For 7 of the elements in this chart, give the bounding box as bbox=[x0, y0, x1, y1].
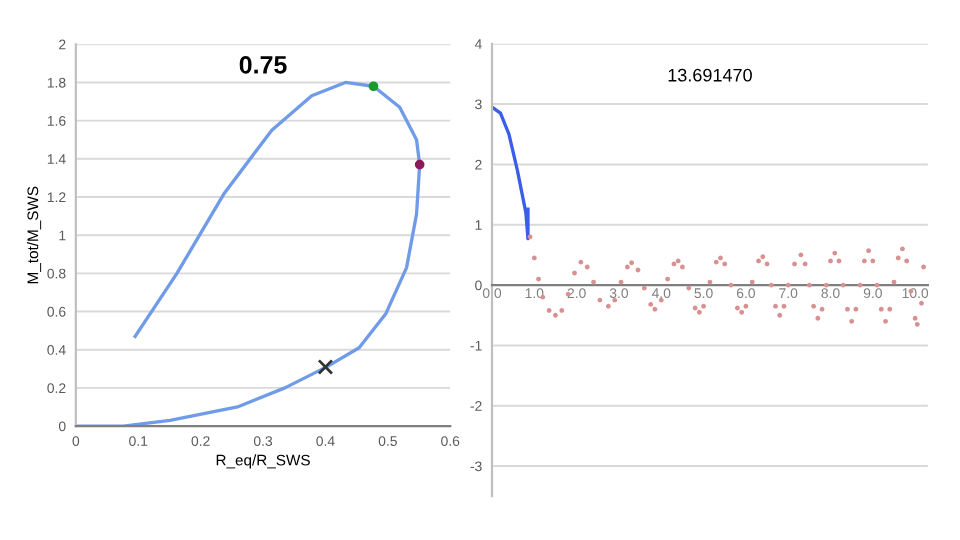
point bbox=[368, 81, 379, 92]
line-series bbox=[75, 80, 422, 427]
line-series bbox=[492, 105, 530, 241]
chart-title: 0.75 bbox=[239, 55, 287, 74]
text: 13.691470 bbox=[668, 68, 752, 82]
point bbox=[414, 159, 425, 170]
point bbox=[317, 358, 334, 375]
